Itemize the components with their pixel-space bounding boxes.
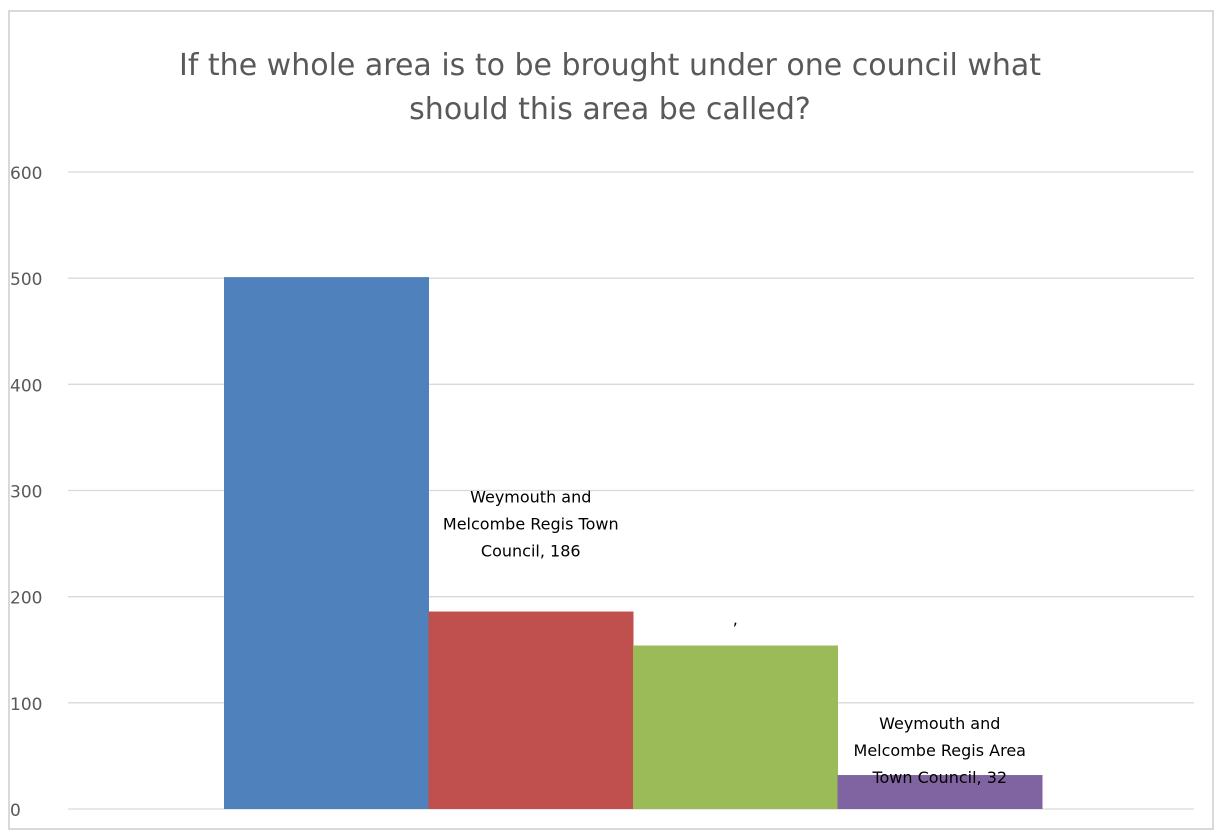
y-tick-label: 0 (10, 801, 21, 818)
bar (428, 611, 634, 809)
bar (837, 775, 1043, 809)
data-label: Weymouth and Melcombe Regis Town Council, … (443, 488, 619, 561)
bar (224, 277, 429, 810)
y-tick-label: 200 (10, 589, 42, 609)
y-tick-label: 400 (10, 376, 42, 396)
bar (633, 645, 838, 809)
y-tick-label: 300 (10, 483, 42, 503)
y-tick-label: 600 (10, 164, 42, 184)
y-tick-label: 100 (10, 695, 42, 715)
data-label: Weymouth and Melcombe Regis Area Town Coun… (854, 714, 1026, 787)
y-tick-label: 500 (10, 270, 42, 290)
data-label: , (733, 610, 738, 629)
chart-title: If the whole area is to be brought under… (178, 48, 1042, 127)
